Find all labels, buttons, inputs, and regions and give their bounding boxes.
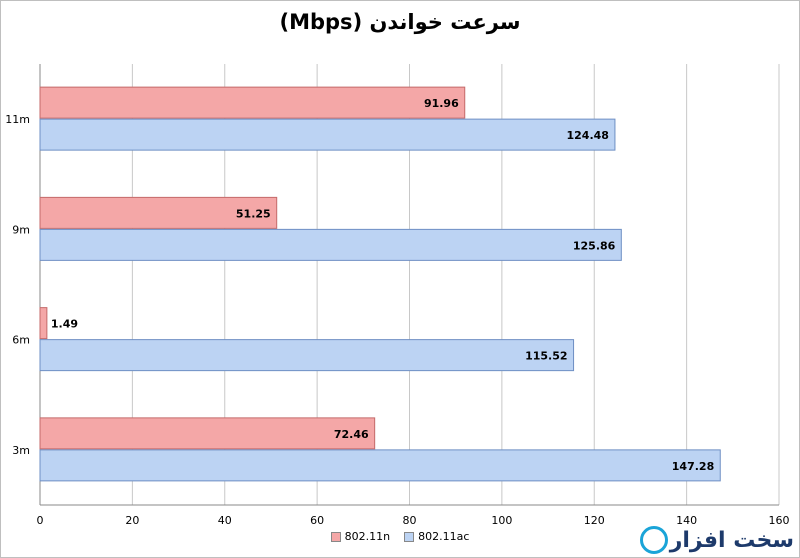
x-tick-label: 100 — [491, 514, 512, 527]
chart-title: سرعت خواندن (Mbps) — [279, 10, 521, 34]
bar — [39, 339, 575, 372]
watermark-logo: سخت افزار — [639, 526, 794, 554]
legend-label-802-11n: 802.11n — [344, 530, 391, 543]
bar — [39, 196, 278, 229]
legend-item-802-11n: 802.11n — [330, 530, 391, 543]
y-category-label: 11m — [5, 113, 30, 126]
x-tick-label: 60 — [310, 514, 324, 527]
bar — [39, 228, 622, 261]
data-label: 115.52 — [525, 350, 567, 363]
y-category-label: 6m — [12, 334, 30, 347]
bar — [39, 118, 616, 151]
watermark-text: سخت افزار — [669, 527, 794, 553]
logo-circle-icon — [639, 526, 668, 554]
chart-legend: 802.11n 802.11ac — [0, 530, 800, 543]
legend-item-802-11ac: 802.11ac — [404, 530, 469, 543]
data-label: 51.25 — [236, 207, 271, 220]
bar — [39, 449, 721, 482]
x-tick-label: 160 — [769, 514, 790, 527]
x-tick-label: 20 — [125, 514, 139, 527]
y-category-label: 3m — [12, 444, 30, 457]
data-label: 147.28 — [672, 460, 714, 473]
data-label: 1.49 — [51, 318, 78, 331]
x-tick-label: 120 — [584, 514, 605, 527]
x-tick-label: 80 — [403, 514, 417, 527]
legend-swatch-802-11ac — [404, 531, 415, 542]
data-label: 72.46 — [334, 428, 369, 441]
bar — [39, 307, 48, 340]
data-label: 124.48 — [566, 129, 608, 142]
bar — [39, 417, 376, 450]
data-label: 125.86 — [573, 239, 616, 252]
data-label: 91.96 — [424, 97, 459, 110]
x-tick-label: 140 — [676, 514, 697, 527]
bar — [39, 86, 466, 119]
x-tick-label: 40 — [218, 514, 232, 527]
legend-label-802-11ac: 802.11ac — [418, 530, 470, 543]
legend-swatch-802-11n — [330, 531, 341, 542]
y-category-label: 9m — [12, 223, 30, 236]
x-tick-label: 0 — [37, 514, 44, 527]
